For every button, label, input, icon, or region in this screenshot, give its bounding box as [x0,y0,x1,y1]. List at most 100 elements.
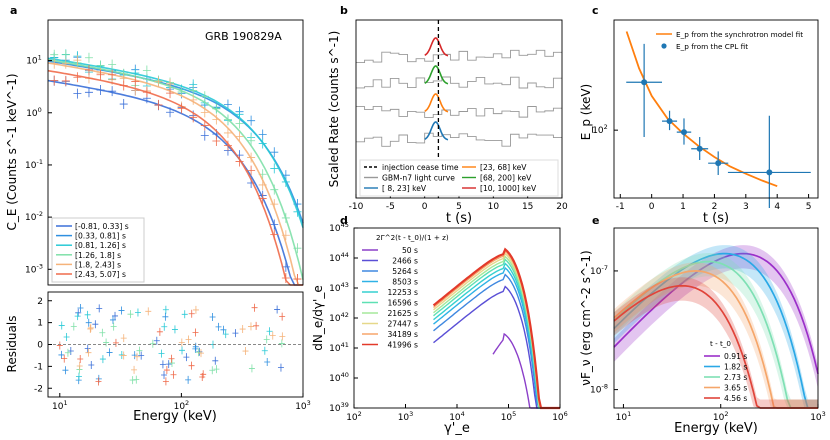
residual-point-2 [222,330,229,339]
residual-point-0 [212,356,219,365]
residual-point-5 [188,361,195,370]
legend-label: 2.73 s [724,373,747,382]
residual-point-4 [120,334,127,343]
panel-label: d [340,214,348,227]
residual-point-0 [88,361,95,370]
residual-point-4 [145,307,152,316]
residual-point-3 [133,375,140,384]
spectrum-point-3 [50,49,59,60]
residual-tick-label: 1 [37,319,43,329]
residual-point-3 [136,346,143,355]
residual-point-4 [247,322,254,331]
spectrum-point-0 [166,107,175,118]
x-tick-label: 20 [556,202,568,212]
panel-label: e [592,214,599,227]
x-axis-label: t (s) [703,211,729,226]
spectrum-point-5 [200,120,209,131]
legend-label: injection cease time [382,163,459,172]
residual-point-5 [253,321,260,330]
y-tick-label: 102 [592,123,608,136]
y-tick-label: 1041 [329,341,349,354]
residual-point-4 [178,338,185,347]
spectrum-model-0 [47,79,303,286]
x-tick-label: -5 [386,202,395,212]
residual-point-3 [149,339,156,348]
legend-label: [23, 68] keV [480,163,527,172]
residual-point-0 [153,336,160,345]
synchrotron-fit-curve [625,31,778,188]
y-tick-label: 1045 [329,221,349,234]
y-axis-label: dN_e/dγ'_e [311,285,325,350]
electron-spectrum-0 [492,332,560,409]
ep-point [680,129,687,136]
y-tick-label: 10-8 [590,383,608,396]
residual-point-5 [168,354,175,363]
annotation-text: GRB 190829A [205,30,282,43]
spectrum-point-5 [189,112,198,123]
x-tick-label: 15 [522,202,533,212]
x-tick-label: 102 [713,410,729,423]
spectrum-point-4 [247,152,256,163]
legend-label: 3.65 s [724,384,747,393]
legend-label: [0.81, 1.26] s [75,241,126,250]
residual-point-0 [165,360,172,369]
x-tick-label: 101 [616,410,632,423]
residual-tick-label: 0 [37,341,43,351]
x-axis-label: t (s) [446,211,472,226]
spectrum-point-4 [73,55,82,66]
y-axis-label: νF_ν (erg cm^-2 s^-1) [579,250,593,385]
spectrum-band-0 [614,245,818,389]
x-tick-label: 103 [810,410,826,423]
legend-label: 5264 s [392,267,418,276]
ep-point [766,169,773,176]
light-curve-2 [356,76,562,89]
legend-label: 12253 s [387,288,418,297]
residual-point-4 [133,352,140,361]
legend-title: t - t_0 [710,339,731,348]
legend-label: [0.33, 0.81] s [75,232,126,241]
residual-point-4 [192,305,199,314]
residual-point-5 [112,338,119,347]
spectrum-point-3 [189,85,198,96]
y-tick-label: 1040 [329,371,349,384]
model-curve-1 [424,93,449,113]
legend-label: 8503 s [392,278,418,287]
residual-point-4 [269,331,276,340]
residual-point-3 [110,322,117,331]
legend-label: [1.8, 2.43] s [75,260,121,269]
residual-point-0 [232,329,239,338]
legend-label: [ 8, 23] keV [382,184,427,193]
residual-point-2 [261,346,268,355]
residual-point-4 [87,323,94,332]
ep-point [641,79,648,86]
residual-point-4 [120,351,127,360]
spectrum-point-1 [258,129,267,140]
y-tick-label: 10-3 [25,262,43,275]
spectrum-point-0 [73,88,82,99]
y-tick-label: 1043 [329,281,349,294]
legend-label: 4.56 s [724,394,747,403]
legend-label: E_p from the CPL fit [676,42,748,51]
x-tick-label: 102 [346,410,362,423]
residual-point-4 [185,335,192,344]
ep-point [666,118,673,125]
spectrum-point-5 [293,274,302,285]
residual-point-3 [99,328,106,337]
legend-label: GBM-n7 light curve [382,174,455,183]
residual-point-2 [74,312,81,321]
legend-label: 41996 s [387,341,418,350]
residual-point-3 [168,359,175,368]
x-tick-label: 103 [398,410,414,423]
y-tick-label: 101 [26,54,42,67]
spectrum-point-5 [247,165,256,176]
residual-point-3 [64,348,71,357]
spectrum-point-4 [50,58,59,69]
spectrum-point-2 [293,206,302,217]
spectrum-point-4 [235,131,244,142]
x-tick-label: 10 [488,202,500,212]
residual-point-0 [75,308,82,317]
spectrum-point-4 [131,85,140,96]
x-tick-label: 5 [806,202,812,212]
spectrum-point-3 [84,52,93,63]
residual-point-3 [195,348,202,357]
